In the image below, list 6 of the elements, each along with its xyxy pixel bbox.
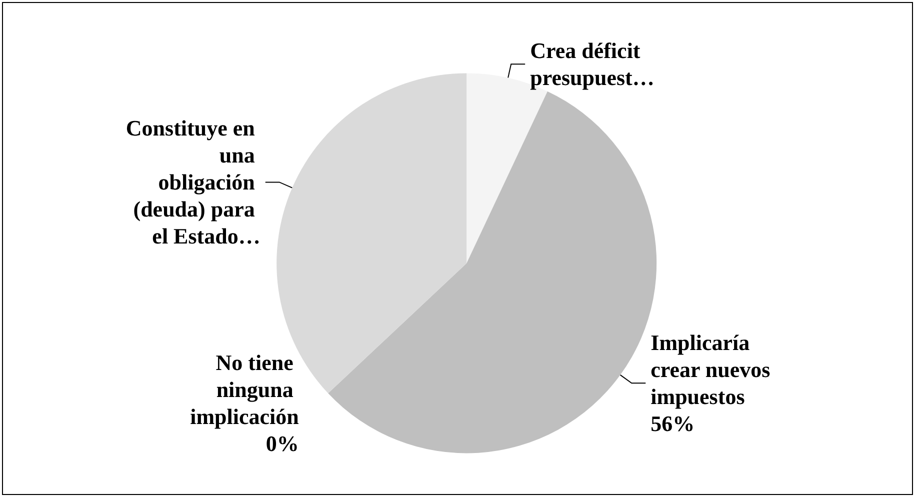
- slice-label: Crea déficit presupuest…: [530, 38, 654, 90]
- slice-label: Implicaría crear nuevos impuestos: [650, 330, 776, 410]
- slice-label: Constituye en una obligación (deuda) para el Estado…: [126, 116, 260, 249]
- text: 0%: [266, 430, 299, 456]
- category-label: No tiene ninguna implicación: [190, 350, 299, 429]
- data-label: 56%: [650, 411, 695, 436]
